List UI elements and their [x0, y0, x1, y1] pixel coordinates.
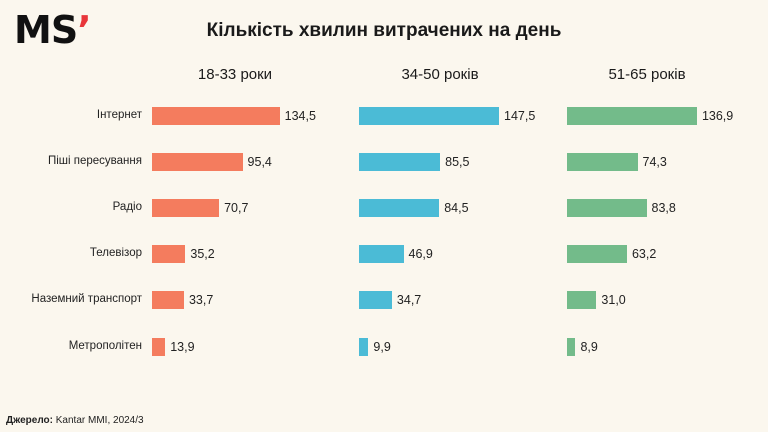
series-title: 34-50 років — [401, 66, 479, 83]
bar — [359, 107, 499, 125]
data-label: 13,9 — [170, 340, 195, 354]
bar — [152, 153, 243, 171]
data-label: 147,5 — [504, 109, 536, 123]
bar — [152, 291, 184, 309]
data-label: 95,4 — [247, 155, 272, 169]
data-label: 70,7 — [224, 201, 249, 215]
bar — [152, 199, 220, 217]
bar — [567, 338, 576, 356]
category-label: Метрополітен — [68, 340, 142, 352]
bar — [152, 338, 166, 356]
bar — [359, 245, 404, 263]
bar — [359, 338, 369, 356]
data-label: 134,5 — [284, 109, 316, 123]
series-title: 51-65 років — [608, 66, 686, 83]
bar — [152, 245, 186, 263]
category-label: Інтернет — [96, 109, 142, 121]
bar — [567, 153, 638, 171]
category-label: Піші пересування — [47, 155, 142, 167]
bar — [359, 291, 392, 309]
data-label: 8,9 — [580, 340, 598, 354]
category-label: Телевізор — [89, 247, 142, 259]
bar — [359, 199, 440, 217]
data-label: 9,9 — [373, 340, 391, 354]
data-label: 46,9 — [408, 247, 433, 261]
data-label: 74,3 — [642, 155, 667, 169]
bar — [567, 245, 627, 263]
data-label: 35,2 — [190, 247, 215, 261]
category-label: Наземний транспорт — [31, 293, 142, 305]
logo: MS’ — [14, 8, 92, 52]
data-label: 84,5 — [444, 201, 469, 215]
data-label: 31,0 — [601, 293, 626, 307]
source-note: Джерело: Kantar MMI, 2024/3 — [6, 415, 144, 426]
bar — [359, 153, 441, 171]
category-label: Радіо — [112, 201, 142, 213]
data-label: 136,9 — [701, 109, 734, 123]
data-label: 33,7 — [188, 293, 214, 307]
data-label: 63,2 — [631, 247, 657, 261]
series-title: 18-33 роки — [197, 66, 273, 83]
bar — [567, 199, 647, 217]
chart-title: Кількість хвилин витрачених на день — [206, 20, 562, 41]
data-label: 85,5 — [445, 155, 470, 169]
bar — [567, 291, 597, 309]
bar — [152, 107, 280, 125]
bar — [567, 107, 697, 125]
data-label: 34,7 — [396, 293, 422, 307]
data-label: 83,8 — [651, 201, 676, 215]
